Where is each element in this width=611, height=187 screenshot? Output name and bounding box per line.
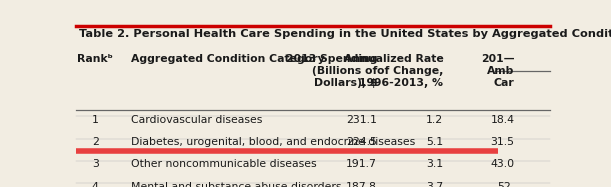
Text: 231.1: 231.1: [346, 115, 377, 125]
Text: 5.1: 5.1: [426, 137, 444, 147]
Text: 187.8: 187.8: [346, 182, 377, 187]
Text: 201—
Amb
Car: 201— Amb Car: [481, 54, 514, 88]
Text: 4: 4: [92, 182, 99, 187]
Text: 3.7: 3.7: [426, 182, 444, 187]
Text: Other noncommunicable diseases: Other noncommunicable diseases: [131, 159, 316, 169]
Text: Rankᵇ: Rankᵇ: [78, 54, 113, 64]
Text: 18.4: 18.4: [491, 115, 514, 125]
Text: 1.2: 1.2: [426, 115, 444, 125]
Text: Cardiovascular diseases: Cardiovascular diseases: [131, 115, 262, 125]
Text: 3: 3: [92, 159, 99, 169]
Text: Table 2. Personal Health Care Spending in the United States by Aggregated Condit: Table 2. Personal Health Care Spending i…: [79, 29, 611, 39]
Text: 191.7: 191.7: [346, 159, 377, 169]
Text: 43.0: 43.0: [490, 159, 514, 169]
Text: Mental and substance abuse disorders: Mental and substance abuse disorders: [131, 182, 342, 187]
Text: 2013 Spending
(Billions of
Dollars), $: 2013 Spending (Billions of Dollars), $: [285, 54, 377, 88]
Text: Annualized Rate
of Change,
1996-2013, %: Annualized Rate of Change, 1996-2013, %: [343, 54, 444, 88]
Text: 3.1: 3.1: [426, 159, 444, 169]
Text: Aggregated Condition Category: Aggregated Condition Category: [131, 54, 324, 64]
Text: 224.5: 224.5: [346, 137, 377, 147]
Text: 52.: 52.: [497, 182, 514, 187]
Text: Diabetes, urogenital, blood, and endocrine diseases: Diabetes, urogenital, blood, and endocri…: [131, 137, 415, 147]
Text: 31.5: 31.5: [491, 137, 514, 147]
Text: 2: 2: [92, 137, 99, 147]
Text: 1: 1: [92, 115, 99, 125]
